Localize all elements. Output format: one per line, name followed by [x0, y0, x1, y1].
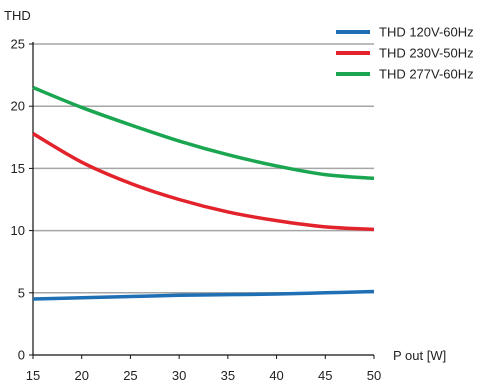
y-tick-label: 10 [11, 223, 25, 238]
legend-label-1: THD 120V-60Hz [379, 25, 474, 40]
x-tick-label: 40 [269, 368, 283, 383]
axes [29, 42, 374, 359]
x-tick-label: 35 [221, 368, 235, 383]
x-tick-label: 15 [26, 368, 40, 383]
x-tick-label: 25 [123, 368, 137, 383]
x-tick-label: 30 [172, 368, 186, 383]
legend: THD 120V-60Hz THD 230V-50Hz THD 277V-60Hz [336, 25, 474, 82]
x-tick-label: 20 [74, 368, 88, 383]
legend-label-2: THD 230V-50Hz [379, 46, 474, 61]
tick-labels: 0 5 10 15 20 25 15 20 25 30 35 40 45 50 [11, 37, 382, 384]
x-tick-label: 50 [367, 368, 381, 383]
y-tick-label: 25 [11, 37, 25, 52]
y-tick-label: 5 [18, 285, 25, 300]
y-axis-title: THD [4, 8, 31, 23]
legend-label-3: THD 277V-60Hz [379, 67, 474, 82]
y-tick-label: 0 [18, 348, 25, 363]
x-axis-title: P out [W] [393, 348, 446, 363]
x-tick-label: 45 [318, 368, 332, 383]
grid-lines [33, 44, 374, 293]
series-lines [33, 88, 374, 299]
y-tick-label: 20 [11, 99, 25, 114]
y-tick-label: 15 [11, 161, 25, 176]
